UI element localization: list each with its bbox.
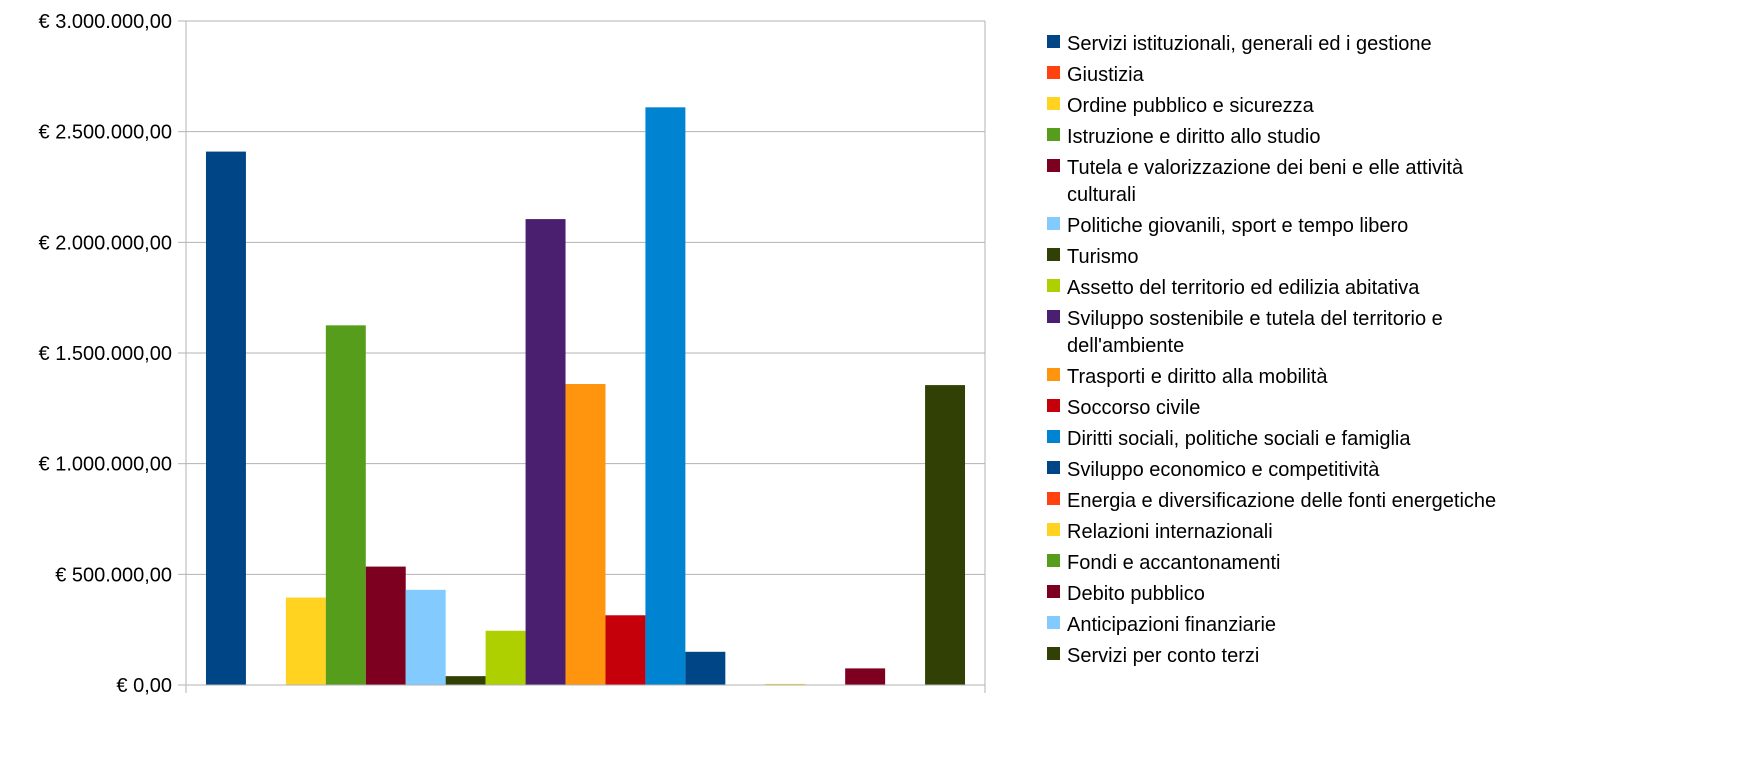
bar: [325, 325, 366, 685]
axes: € 0,00 € 500.000,00 € 1.000.000,00 € 1.500.…: [39, 11, 986, 697]
legend-swatch: [1047, 616, 1060, 629]
bar: [685, 651, 726, 685]
legend-swatch: [1047, 399, 1060, 412]
y-tick-label: € 500.000,00: [55, 564, 172, 586]
y-tick-label: € 2.000.000,00: [39, 232, 172, 254]
bar: [645, 107, 686, 685]
legend-label: Diritti sociali, politiche sociali e fam…: [1067, 428, 1411, 450]
bar: [285, 597, 326, 685]
bars: [205, 107, 966, 686]
legend-swatch: [1047, 35, 1060, 48]
legend-swatch: [1047, 368, 1060, 381]
legend-swatch: [1047, 585, 1060, 598]
legend-swatch: [1047, 159, 1060, 172]
bar: [605, 615, 646, 685]
bar: [205, 151, 246, 685]
legend: Servizi istituzionali, generali ed i ges…: [1047, 33, 1496, 667]
legend-label: Servizi per conto terzi: [1067, 645, 1259, 667]
y-tick-label: € 1.500.000,00: [39, 343, 172, 365]
legend-swatch: [1047, 217, 1060, 230]
legend-label: Politiche giovanili, sport e tempo liber…: [1067, 215, 1408, 237]
legend-swatch: [1047, 554, 1060, 567]
legend-label: Energia e diversificazione delle fonti e…: [1067, 490, 1496, 512]
y-tick-label: € 2.500.000,00: [39, 122, 172, 144]
legend-label: Soccorso civile: [1067, 397, 1200, 419]
legend-swatch: [1047, 279, 1060, 292]
legend-label: Relazioni internazionali: [1067, 521, 1273, 543]
legend-label: Trasporti e diritto alla mobilità: [1067, 366, 1328, 388]
legend-swatch: [1047, 492, 1060, 505]
legend-swatch: [1047, 248, 1060, 261]
legend-swatch: [1047, 523, 1060, 536]
legend-label: Istruzione e diritto allo studio: [1067, 126, 1320, 148]
bar: [445, 676, 486, 685]
bar: [925, 385, 966, 685]
legend-label: Turismo: [1067, 246, 1138, 268]
legend-label: Tutela e valorizzazione dei beni e elle …: [1067, 157, 1464, 206]
legend-label: Servizi istituzionali, generali ed i ges…: [1067, 33, 1432, 55]
bar: [765, 683, 806, 685]
y-tick-label: € 1.000.000,00: [39, 454, 172, 476]
legend-swatch: [1047, 310, 1060, 323]
legend-swatch: [1047, 128, 1060, 141]
legend-swatch: [1047, 647, 1060, 660]
legend-swatch: [1047, 97, 1060, 110]
bar: [845, 668, 886, 685]
bar: [405, 589, 446, 685]
legend-label: Sviluppo economico e competitività: [1067, 459, 1380, 481]
bar: [485, 630, 526, 685]
legend-label: Fondi e accantonamenti: [1067, 552, 1280, 574]
legend-label: Sviluppo sostenibile e tutela del territ…: [1067, 308, 1443, 357]
y-tick-label: € 0,00: [116, 675, 172, 697]
bar: [365, 566, 406, 685]
bar: [525, 219, 566, 686]
legend-label: Ordine pubblico e sicurezza: [1067, 95, 1315, 117]
y-tick-label: € 3.000.000,00: [39, 11, 172, 33]
legend-label: Assetto del territorio ed edilizia abita…: [1067, 277, 1420, 299]
bar: [565, 383, 606, 685]
legend-label: Debito pubblico: [1067, 583, 1205, 605]
legend-swatch: [1047, 461, 1060, 474]
legend-label: Giustizia: [1067, 64, 1145, 86]
legend-label: Anticipazioni finanziarie: [1067, 614, 1276, 636]
legend-swatch: [1047, 66, 1060, 79]
legend-swatch: [1047, 430, 1060, 443]
